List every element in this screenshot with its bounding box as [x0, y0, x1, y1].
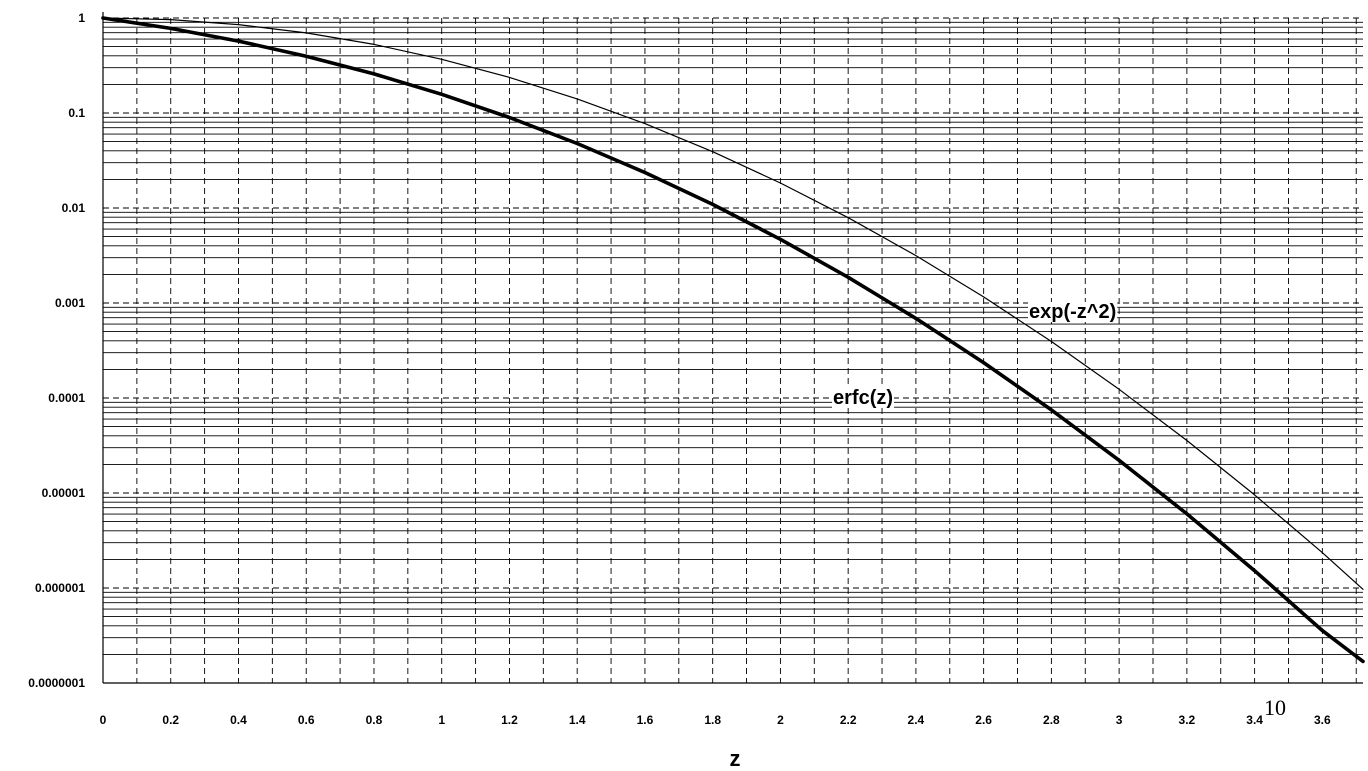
x-tick-label: 3.4	[1246, 713, 1263, 727]
x-tick-label: 0	[100, 713, 107, 727]
x-tick-label: 3.6	[1314, 713, 1331, 727]
series-line-erfc	[101, 16, 1365, 664]
x-tick-label: 2.2	[840, 713, 857, 727]
series-line-exp	[102, 17, 1364, 590]
x-tick-label: 1.6	[637, 713, 654, 727]
y-tick-label: 0.0001	[48, 391, 85, 405]
x-tick-label: 2.6	[975, 713, 992, 727]
series-layer	[101, 16, 1365, 664]
x-axis-title: z	[730, 746, 741, 771]
y-tick-label: 0.001	[55, 296, 85, 310]
y-tick-label: 0.0000001	[28, 676, 85, 690]
series-label-exp: exp(-z^2)	[1029, 301, 1116, 323]
x-tick-label: 1.4	[569, 713, 586, 727]
x-tick-label: 3.2	[1179, 713, 1196, 727]
series-label-erfc: erfc(z)	[833, 387, 893, 409]
page-number: 10	[1264, 695, 1286, 720]
x-tick-label: 1.2	[501, 713, 518, 727]
y-tick-label: 0.01	[62, 201, 86, 215]
x-tick-label: 0.8	[366, 713, 383, 727]
y-tick-label: 1	[78, 11, 85, 25]
x-tick-label: 0.6	[298, 713, 315, 727]
y-tick-label: 0.1	[68, 106, 85, 120]
x-tick-label: 3	[1116, 713, 1123, 727]
label-background	[1028, 302, 1118, 322]
tick-labels: 1 0.1 0.01 0.001 0.0001 0.00001 0.000001 0.0000…	[28, 11, 1331, 727]
label-background	[832, 388, 895, 408]
x-tick-label: 1.8	[704, 713, 721, 727]
x-tick-label: 0.2	[162, 713, 179, 727]
x-tick-label: 2.4	[908, 713, 925, 727]
x-tick-label: 0.4	[230, 713, 247, 727]
y-tick-label: 0.00001	[42, 486, 86, 500]
x-tick-label: 2	[777, 713, 784, 727]
y-tick-label: 0.000001	[35, 581, 85, 595]
x-tick-label: 1	[438, 713, 445, 727]
grid	[102, 12, 1363, 684]
x-tick-label: 2.8	[1043, 713, 1060, 727]
